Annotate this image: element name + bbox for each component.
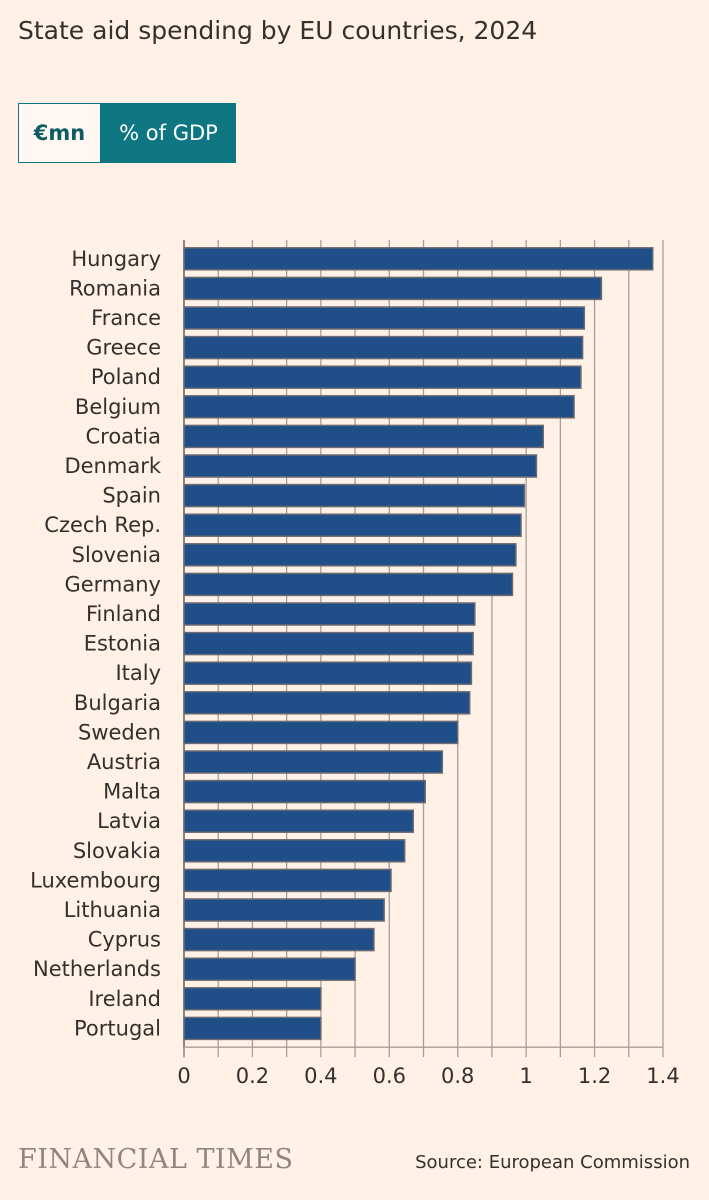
x-axis-ticks: 0 0.2 0.4 0.6 0.8 1 1.2 1.4: [177, 1046, 680, 1088]
bar: [183, 454, 538, 478]
category-label: Latvia: [97, 809, 161, 833]
bar: [183, 247, 654, 271]
tick-label: 0.2: [236, 1064, 269, 1088]
bar: [183, 513, 522, 537]
tick-label: 0.4: [304, 1064, 337, 1088]
tick-label: 1.4: [646, 1064, 679, 1088]
category-label: Germany: [64, 572, 161, 596]
ft-logo: FINANCIAL TIMES: [18, 1144, 294, 1175]
category-label: Poland: [91, 365, 161, 389]
tick-label: 0: [177, 1064, 190, 1088]
bars: [183, 247, 654, 1041]
category-label: Hungary: [71, 247, 161, 271]
bar: [183, 631, 474, 656]
category-label: Czech Rep.: [44, 513, 161, 537]
bar: [183, 661, 473, 685]
category-label: Netherlands: [33, 957, 161, 981]
category-label: Lithuania: [64, 898, 161, 922]
category-labels: Hungary Romania France Greece Poland Belgium C…: [30, 247, 162, 1041]
bar: [183, 365, 582, 389]
category-label: Ireland: [88, 987, 161, 1011]
bar: [183, 543, 517, 567]
category-label: Finland: [86, 602, 161, 626]
tick-label: 1: [519, 1064, 532, 1088]
bar: [183, 779, 426, 804]
category-label: Sweden: [78, 720, 161, 744]
tick-label: 0.6: [373, 1064, 406, 1088]
tick-label: 1.2: [578, 1064, 611, 1088]
category-label: Portugal: [74, 1016, 161, 1040]
bar: [183, 483, 526, 508]
bar: [183, 839, 406, 863]
bar: [183, 809, 414, 833]
toggle-percent-gdp-button[interactable]: % of GDP: [101, 103, 236, 163]
bar: [183, 572, 514, 597]
toggle-euro-mn-button[interactable]: €mn: [18, 103, 101, 163]
bar: [183, 335, 584, 360]
bar: [183, 898, 385, 922]
bar: [183, 957, 356, 981]
category-label: Cyprus: [88, 928, 161, 952]
bar: [183, 395, 575, 419]
category-label: Romania: [69, 276, 161, 300]
unit-toggle: €mn % of GDP: [18, 103, 236, 163]
category-label: Denmark: [64, 454, 161, 478]
bar: [183, 720, 459, 745]
category-label: Croatia: [86, 424, 162, 448]
category-label: Spain: [102, 484, 161, 508]
category-label: Estonia: [84, 632, 161, 656]
bar: [183, 927, 375, 952]
bar: [183, 750, 444, 774]
bar: [183, 306, 586, 330]
category-label: Malta: [103, 780, 161, 804]
category-label: Luxembourg: [30, 868, 161, 892]
bar: [183, 1016, 322, 1041]
bar: [183, 602, 476, 626]
category-label: Belgium: [75, 395, 161, 419]
bar: [183, 987, 322, 1011]
tick-label: 0.8: [441, 1064, 474, 1088]
category-label: Bulgaria: [74, 691, 161, 715]
category-label: Austria: [87, 750, 161, 774]
category-label: Slovenia: [72, 543, 161, 567]
bar: [183, 691, 471, 715]
bar: [183, 424, 544, 449]
chart-title: State aid spending by EU countries, 2024: [18, 16, 538, 45]
category-label: Italy: [115, 661, 161, 685]
bar: [183, 868, 392, 893]
bar: [183, 276, 603, 301]
category-label: Greece: [86, 336, 161, 360]
source-note: Source: European Commission: [415, 1152, 690, 1173]
category-label: Slovakia: [73, 839, 161, 863]
category-label: France: [91, 306, 161, 330]
bar-chart: Hungary Romania France Greece Poland Belgium C…: [30, 240, 680, 1088]
